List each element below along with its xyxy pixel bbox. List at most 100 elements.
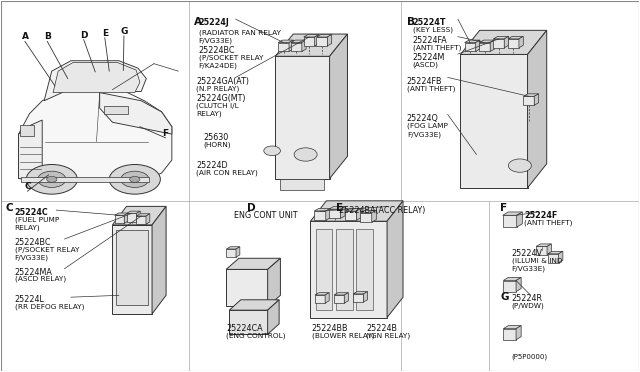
Polygon shape <box>127 211 140 214</box>
Polygon shape <box>353 294 364 302</box>
Polygon shape <box>310 221 387 318</box>
Polygon shape <box>503 326 521 329</box>
Polygon shape <box>508 39 519 48</box>
Polygon shape <box>146 214 150 224</box>
Polygon shape <box>461 31 547 54</box>
Polygon shape <box>115 213 128 215</box>
Polygon shape <box>227 249 236 257</box>
Polygon shape <box>372 210 376 222</box>
Text: F: F <box>163 129 168 138</box>
Polygon shape <box>291 42 302 51</box>
Bar <box>21 177 149 182</box>
Polygon shape <box>479 42 490 51</box>
Polygon shape <box>280 179 324 190</box>
Text: 25224Q: 25224Q <box>407 115 439 124</box>
Polygon shape <box>278 42 289 51</box>
Polygon shape <box>360 213 372 222</box>
Text: (ASCD): (ASCD) <box>413 62 438 68</box>
Text: (P5P0000): (P5P0000) <box>511 353 548 360</box>
Polygon shape <box>465 42 476 51</box>
Text: (ANTI THEFT): (ANTI THEFT) <box>407 86 455 92</box>
Polygon shape <box>136 214 150 216</box>
Text: E: E <box>336 203 343 213</box>
Polygon shape <box>236 247 240 257</box>
Text: 25224C: 25224C <box>15 208 49 217</box>
Polygon shape <box>317 35 332 37</box>
Text: (N.P RELAY): (N.P RELAY) <box>196 86 239 92</box>
Polygon shape <box>516 212 522 227</box>
Polygon shape <box>548 254 559 263</box>
Polygon shape <box>113 206 166 225</box>
Polygon shape <box>53 62 140 93</box>
Polygon shape <box>226 258 280 269</box>
Polygon shape <box>344 293 348 303</box>
Bar <box>316 229 332 310</box>
Text: (HORN): (HORN) <box>204 141 232 148</box>
Text: RELAY): RELAY) <box>15 225 40 231</box>
Polygon shape <box>44 61 147 101</box>
Polygon shape <box>229 300 279 310</box>
Polygon shape <box>387 201 403 318</box>
Polygon shape <box>493 36 509 39</box>
Circle shape <box>294 148 317 161</box>
Polygon shape <box>519 36 524 48</box>
Polygon shape <box>326 208 330 220</box>
Polygon shape <box>136 216 146 224</box>
Text: F: F <box>500 203 508 213</box>
Polygon shape <box>291 40 306 42</box>
Polygon shape <box>327 35 332 46</box>
Text: E: E <box>102 29 108 38</box>
Polygon shape <box>503 278 521 280</box>
Polygon shape <box>329 209 340 218</box>
Text: 25224B: 25224B <box>366 324 397 333</box>
Polygon shape <box>314 208 330 211</box>
Text: RELAY): RELAY) <box>196 111 222 117</box>
Polygon shape <box>275 34 348 56</box>
Polygon shape <box>334 293 348 295</box>
Text: D: D <box>80 31 88 39</box>
Text: (FUEL PUMP: (FUEL PUMP <box>15 217 59 223</box>
Text: 25224M: 25224M <box>413 53 445 62</box>
Polygon shape <box>524 96 534 105</box>
Circle shape <box>264 146 280 155</box>
Text: B: B <box>408 17 415 28</box>
Polygon shape <box>360 210 376 213</box>
Polygon shape <box>304 35 319 37</box>
Polygon shape <box>124 213 128 224</box>
Polygon shape <box>502 212 522 215</box>
Polygon shape <box>226 269 268 307</box>
Polygon shape <box>334 295 344 303</box>
Polygon shape <box>503 329 516 340</box>
Polygon shape <box>516 278 521 292</box>
Polygon shape <box>127 214 136 222</box>
Polygon shape <box>547 244 552 255</box>
Bar <box>104 106 129 114</box>
Text: 25224GA(AT): 25224GA(AT) <box>196 77 249 86</box>
Text: G: G <box>120 27 127 36</box>
Bar <box>356 229 373 310</box>
Text: 25224FA: 25224FA <box>413 36 447 45</box>
Text: F/VG33E): F/VG33E) <box>198 38 233 44</box>
Text: B: B <box>44 32 51 41</box>
Polygon shape <box>536 246 547 255</box>
Polygon shape <box>476 40 480 51</box>
Text: F/KA24DE): F/KA24DE) <box>198 62 237 69</box>
Circle shape <box>109 164 161 194</box>
Polygon shape <box>493 39 504 48</box>
Text: (P/SOCKET RELAY: (P/SOCKET RELAY <box>15 246 79 253</box>
Polygon shape <box>508 36 524 39</box>
Polygon shape <box>534 94 539 105</box>
Polygon shape <box>329 206 345 209</box>
Circle shape <box>47 176 57 182</box>
Polygon shape <box>227 247 240 249</box>
Polygon shape <box>345 208 361 211</box>
Polygon shape <box>353 292 367 294</box>
Circle shape <box>121 171 149 187</box>
Polygon shape <box>364 292 367 302</box>
Polygon shape <box>136 211 140 222</box>
Polygon shape <box>268 258 280 307</box>
Polygon shape <box>19 92 172 179</box>
Text: (ASCD RELAY): (ASCD RELAY) <box>15 276 66 282</box>
Text: (RADIATOR FAN RELAY: (RADIATOR FAN RELAY <box>198 29 281 36</box>
Polygon shape <box>548 251 563 254</box>
